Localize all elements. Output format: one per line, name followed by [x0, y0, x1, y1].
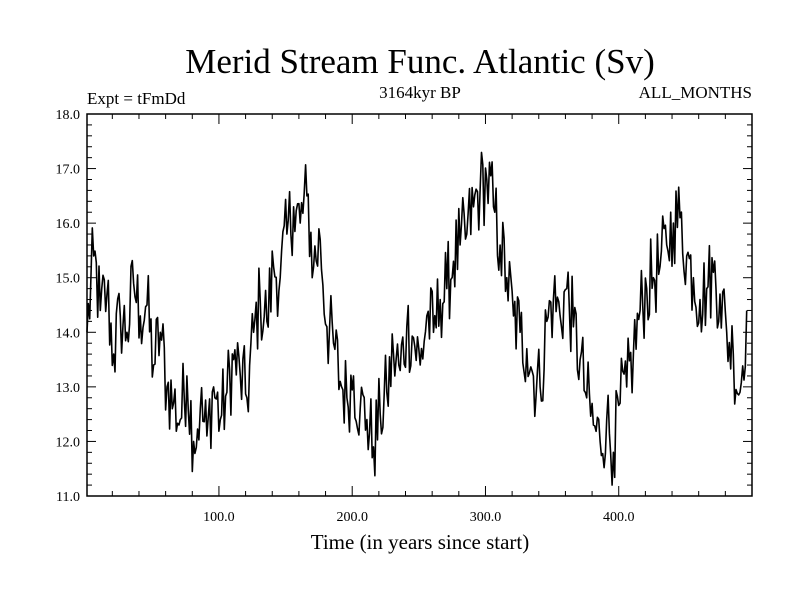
y-tick-label: 17.0: [56, 163, 81, 178]
period-label: 3164kyr BP: [379, 83, 461, 102]
x-tick-label: 200.0: [336, 510, 368, 525]
x-tick-label: 400.0: [603, 510, 635, 525]
x-axis-label: Time (in years since start): [311, 530, 530, 554]
series-group: [86, 151, 748, 486]
chart-title: Merid Stream Func. Atlantic (Sv): [185, 42, 655, 81]
y-tick-label: 18.0: [56, 108, 81, 123]
y-tick-label: 16.0: [56, 217, 81, 232]
y-tick-label: 12.0: [56, 435, 81, 450]
y-axis-tick-labels: 11.0 12.0 13.0 14.0 15.0 16.0 17.0 18.0: [56, 108, 81, 505]
x-axis-tick-labels: 100.0 200.0 300.0 400.0: [203, 510, 634, 525]
x-tick-label: 300.0: [470, 510, 502, 525]
series-line: [86, 151, 748, 486]
months-label: ALL_MONTHS: [639, 83, 752, 102]
experiment-label: Expt = tFmDd: [87, 89, 186, 108]
y-tick-label: 14.0: [56, 326, 81, 341]
plot-frame: [86, 113, 753, 497]
y-tick-label: 11.0: [56, 490, 80, 505]
x-tick-label: 100.0: [203, 510, 235, 525]
y-tick-label: 15.0: [56, 272, 81, 287]
y-tick-label: 13.0: [56, 381, 81, 396]
